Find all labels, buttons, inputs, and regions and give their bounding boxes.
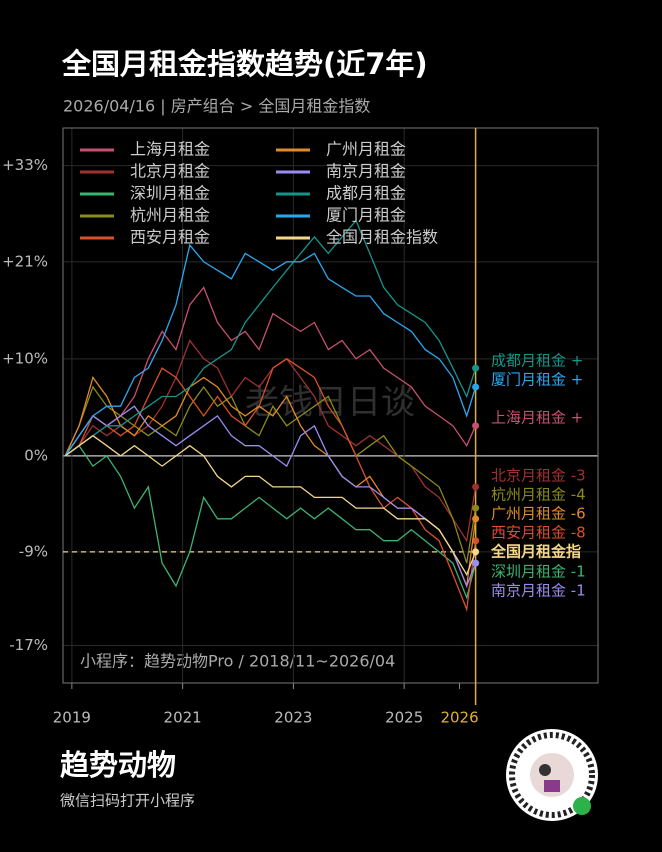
- x-tick-label: 2019: [53, 709, 91, 727]
- legend-label: 西安月租金: [130, 228, 210, 247]
- brand: 趋势动物: [60, 748, 176, 782]
- caption: 微信扫码打开小程序: [60, 792, 195, 810]
- legend-label: 上海月租金: [130, 140, 210, 159]
- series-line: [64, 434, 477, 576]
- x-tick-label: 2025: [385, 709, 423, 727]
- y-tick-label: +33%: [2, 156, 48, 174]
- end-dot: [472, 559, 480, 567]
- end-dot: [472, 504, 480, 512]
- series-line: [64, 243, 477, 457]
- end-dot: [472, 548, 480, 556]
- legend-label: 全国月租金指数: [326, 228, 438, 247]
- series-line: [64, 444, 477, 600]
- x-tick-label: 2021: [164, 709, 202, 727]
- y-tick-label: 0%: [24, 446, 48, 464]
- x-tick-label: 2023: [274, 709, 312, 727]
- end-label: 成都月租金 +: [491, 352, 583, 370]
- plot-area: 上海月租金 + 北京月租金 -3 深圳月租金 -1 杭州月租金 -4 西安月租金 -8广…: [63, 219, 586, 612]
- y-tick-label: -9%: [19, 542, 48, 560]
- end-label: 南京月租金 -1: [491, 582, 586, 600]
- legend-label: 深圳月租金: [130, 184, 210, 203]
- end-label: 杭州月租金 -4: [491, 486, 586, 504]
- end-label: 西安月租金 -8: [491, 524, 586, 542]
- end-dot: [472, 364, 480, 372]
- plot-frame: [62, 127, 599, 684]
- end-dot: [472, 515, 480, 523]
- qr-code: [506, 729, 598, 821]
- legend-label: 成都月租金: [326, 184, 406, 203]
- watermark: 老钱日日谈: [245, 383, 415, 423]
- note: 小程序：趋势动物Pro / 2018/11~2026/04: [80, 652, 395, 671]
- series-line: [64, 219, 477, 457]
- legend-label: 北京月租金: [130, 162, 210, 181]
- y-tick-label: -17%: [9, 636, 48, 654]
- end-label: 北京月租金 -3: [491, 467, 586, 485]
- end-dot: [472, 383, 480, 391]
- end-dot: [472, 537, 480, 545]
- y-tick-label: +10%: [2, 349, 48, 367]
- end-label: 广州月租金 -6: [491, 505, 586, 523]
- legend-label: 杭州月租金: [130, 206, 210, 225]
- end-label: 上海月租金 +: [491, 409, 583, 427]
- end-dot: [472, 483, 480, 491]
- series-line: [64, 286, 477, 457]
- legend-label: 南京月租金: [326, 162, 406, 181]
- end-label: 厦门月租金 +: [491, 371, 583, 389]
- legend-label: 广州月租金: [326, 140, 406, 159]
- end-label: 深圳月租金 -1: [491, 563, 586, 581]
- end-label: 全国月租金指: [490, 543, 581, 561]
- y-tick-label: +21%: [2, 252, 48, 270]
- end-dot: [472, 422, 480, 430]
- chart-title: 全国月租金指数趋势(近7年): [61, 47, 428, 81]
- series-line: [64, 405, 477, 588]
- x-tick-label: 2026: [440, 709, 478, 727]
- legend-label: 厦门月租金: [326, 206, 406, 225]
- chart-subtitle: 2026/04/16 | 房产组合 > 全国月租金指数: [63, 97, 370, 116]
